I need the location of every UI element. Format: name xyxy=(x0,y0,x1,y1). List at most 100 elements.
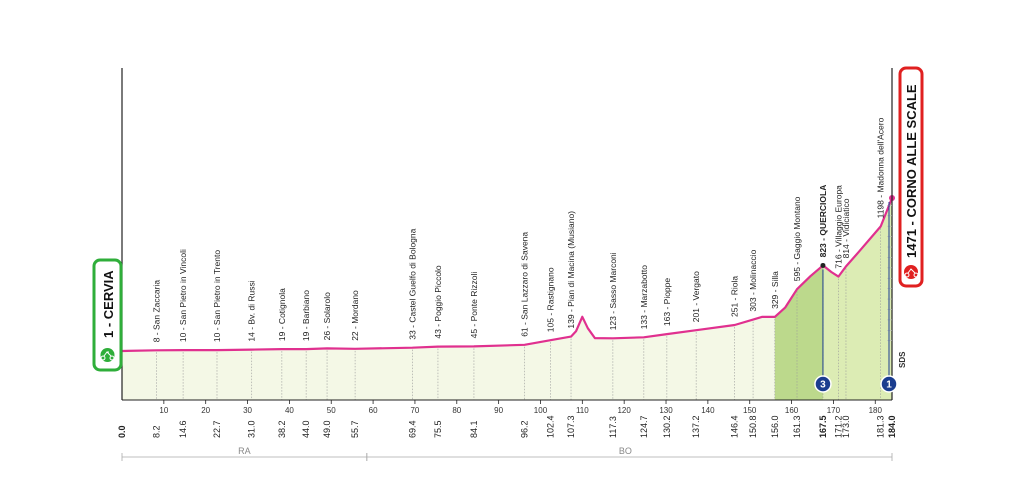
region-label: RA xyxy=(238,446,251,456)
bike-glyph xyxy=(100,351,115,361)
place-altitude: 22 xyxy=(350,331,360,341)
place-sep: - xyxy=(433,322,443,330)
start-label: 1 - CERVIA xyxy=(101,270,116,338)
place-label: 1198 - Madonna dell'Acero xyxy=(876,117,886,218)
place-altitude: 329 xyxy=(770,294,780,308)
place-sep: - xyxy=(151,330,161,338)
km-label: 124.7 xyxy=(639,415,649,438)
region-label: BO xyxy=(619,446,632,456)
km-label: 44.0 xyxy=(301,420,311,438)
place-name: San Pietro in Vincoli xyxy=(178,249,188,325)
km-label: 130.2 xyxy=(662,415,672,438)
place-sep: - xyxy=(730,295,740,303)
place-label: 823 - QUERCIOLA xyxy=(818,185,828,258)
place-altitude: 43 xyxy=(433,329,443,339)
finish-bike-glyph xyxy=(904,268,919,278)
place-name: Pian di Macina (Musiano) xyxy=(566,211,576,307)
place-sep: - xyxy=(662,304,672,312)
km-label: 171.2 xyxy=(833,415,843,438)
place-label: 33 - Castel Guelfo di Bologna xyxy=(407,228,417,339)
place-name: Riola xyxy=(730,276,740,296)
km-label: 14.6 xyxy=(178,420,188,438)
km-label: 0.0 xyxy=(117,425,127,438)
place-labels: 8 - San Zaccaria 10 - San Pietro in Vinco… xyxy=(151,117,885,342)
place-label: 105 - Rastignano xyxy=(546,267,556,332)
x-tick-label: 40 xyxy=(285,406,294,415)
place-altitude: 123 xyxy=(608,316,618,330)
place-sep: - xyxy=(770,287,780,295)
place-sep: - xyxy=(520,320,530,328)
km-label: 137.2 xyxy=(691,415,701,438)
place-name: Bv. di Russi xyxy=(247,280,257,324)
place-label: 814 - Vidiciatico xyxy=(841,198,851,258)
place-altitude: 139 xyxy=(566,314,576,328)
place-altitude: 303 xyxy=(748,297,758,311)
km-label: 8.2 xyxy=(151,425,161,438)
x-tick-label: 170 xyxy=(827,406,841,415)
place-label: 22 - Mordano xyxy=(350,290,360,341)
x-tick-label: 10 xyxy=(159,406,168,415)
place-label: 133 - Marzabotto xyxy=(639,265,649,330)
km-label: 161.3 xyxy=(792,415,802,438)
x-tick-label: 20 xyxy=(201,406,210,415)
climb-category-label: 1 xyxy=(886,380,892,391)
place-label: 10 - San Pietro in Trento xyxy=(212,250,222,342)
x-tick-label: 50 xyxy=(327,406,336,415)
place-name: Ponte Rizzoli xyxy=(469,272,479,322)
place-name: Cotignola xyxy=(277,288,287,324)
bike-icon xyxy=(100,348,115,362)
place-altitude: 814 xyxy=(841,244,851,258)
place-sep: - xyxy=(691,300,701,308)
km-label: 117.3 xyxy=(608,416,618,438)
km-label: 84.1 xyxy=(469,420,479,438)
place-sep: - xyxy=(566,307,576,315)
place-sep: - xyxy=(350,324,360,332)
place-label: 8 - San Zaccaria xyxy=(151,280,161,343)
km-label: 156.0 xyxy=(770,415,780,438)
region-brackets: RA BO xyxy=(121,446,893,461)
place-label: 201 - Vergato xyxy=(691,271,701,322)
place-label: 716 - Villaggio Europa xyxy=(833,185,843,269)
km-label: 49.0 xyxy=(322,420,332,438)
finish-label: 1471 - CORNO ALLE SCALE xyxy=(904,84,919,258)
place-name: San Lazzaro di Savena xyxy=(520,232,530,320)
x-tick-label: 130 xyxy=(659,406,673,415)
place-altitude: 33 xyxy=(407,330,417,340)
place-altitude: 105 xyxy=(546,318,556,332)
place-name: Vidiciatico xyxy=(841,198,851,236)
start-badge: 1 - CERVIA xyxy=(92,258,123,372)
place-sep: - xyxy=(639,308,649,316)
querciola-dot xyxy=(820,262,826,268)
place-altitude: 8 xyxy=(151,337,161,342)
place-altitude: 19 xyxy=(277,331,287,341)
place-altitude: 716 xyxy=(833,254,843,268)
place-altitude: 595 xyxy=(792,267,802,281)
x-tick-label: 70 xyxy=(410,406,419,415)
place-label: 61 - San Lazzaro di Savena xyxy=(520,232,530,337)
climb-category-marker xyxy=(880,375,898,393)
place-label: 139 - Pian di Macina (Musiano) xyxy=(566,211,576,329)
place-altitude: 201 xyxy=(691,308,701,322)
place-name: Madonna dell'Acero xyxy=(876,117,886,192)
place-altitude: 1198 xyxy=(876,200,886,219)
place-name: Silla xyxy=(770,271,780,287)
place-label: 303 - Molinaccio xyxy=(748,249,758,311)
km-label: 107.3 xyxy=(566,415,576,438)
place-name: Marzabotto xyxy=(639,265,649,308)
place-label: 19 - Barbiano xyxy=(301,290,311,341)
place-name: Solarolo xyxy=(322,292,332,323)
place-sep: - xyxy=(212,325,222,333)
place-name: Barbiano xyxy=(301,290,311,324)
km-label: 31.0 xyxy=(247,420,257,438)
place-altitude: 133 xyxy=(639,315,649,329)
place-label: 45 - Ponte Rizzoli xyxy=(469,272,479,339)
km-label: 173.0 xyxy=(841,415,851,438)
place-altitude: 26 xyxy=(322,331,332,341)
place-sep: - xyxy=(407,323,417,331)
place-name: Castel Guelfo di Bologna xyxy=(407,228,417,322)
x-tick-label: 60 xyxy=(369,406,378,415)
place-altitude: 10 xyxy=(212,332,222,342)
km-label: 146.4 xyxy=(730,415,740,438)
